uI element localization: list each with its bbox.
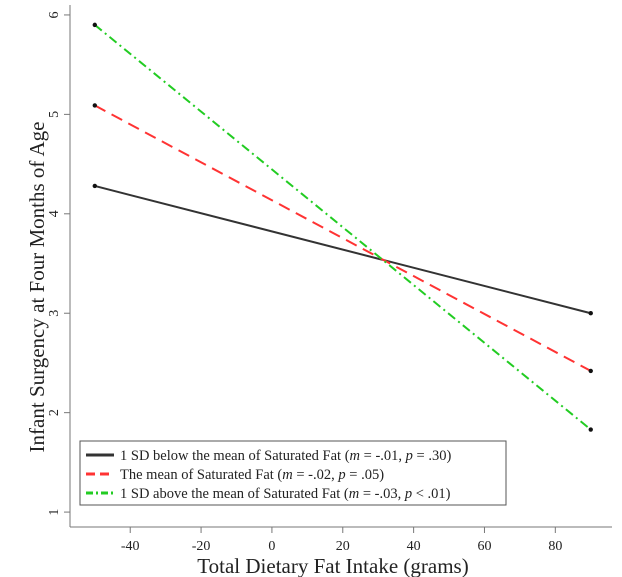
legend-label-1: 1 SD below the mean of Saturated Fat (m …	[120, 448, 451, 464]
legend-label-3: 1 SD above the mean of Saturated Fat (m …	[120, 486, 451, 502]
series-line-2	[94, 104, 592, 372]
y-axis-label: Infant Surgency at Four Months of Age	[25, 122, 49, 453]
series-line-3	[94, 24, 592, 431]
legend: 1 SD below the mean of Saturated Fat (m …	[79, 440, 507, 506]
x-tick-label: 80	[548, 539, 562, 554]
x-axis-label: Total Dietary Fat Intake (grams)	[197, 554, 468, 577]
y-tick-label: 3	[47, 310, 62, 317]
y-tick-label: 4	[47, 210, 62, 217]
legend-label-2: The mean of Saturated Fat (m = -.02, p =…	[120, 467, 384, 483]
y-tick-label: 2	[47, 409, 62, 416]
x-tick-label: 60	[477, 539, 491, 554]
y-tick-label: 5	[47, 111, 62, 118]
y-tick-label: 6	[47, 11, 62, 18]
series-layer	[92, 22, 593, 432]
series-3-point	[588, 427, 593, 432]
x-tick-label: 20	[336, 539, 350, 554]
x-tick-label: -40	[121, 539, 140, 554]
series-1-point	[588, 311, 593, 316]
series-2-point	[588, 368, 593, 374]
series-2-point	[92, 103, 97, 108]
legend-box	[79, 440, 507, 506]
series-line-1	[94, 184, 591, 315]
x-tick-label: 40	[407, 539, 421, 554]
series-1-point	[92, 183, 97, 189]
series-3-point	[92, 22, 97, 28]
axes: 1 2 3 4 5 6 -40 -20 0 20 40 60 80	[47, 5, 612, 554]
y-tick-label: 1	[47, 509, 62, 516]
x-tick-label: 0	[268, 539, 275, 554]
x-tick-label: -20	[192, 539, 211, 554]
